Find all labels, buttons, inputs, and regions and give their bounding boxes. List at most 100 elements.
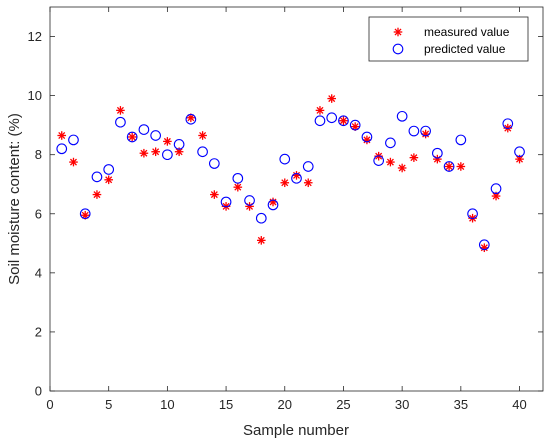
series-measured (57, 94, 524, 253)
measured-point (92, 190, 102, 199)
y-tick-label: 4 (35, 265, 42, 280)
predicted-point (279, 153, 291, 165)
measured-point (57, 131, 67, 140)
predicted-point (56, 143, 68, 155)
x-tick-label: 40 (512, 397, 526, 412)
predicted-point (338, 115, 349, 127)
predicted-point (150, 130, 161, 141)
x-tick-label: 20 (278, 397, 292, 412)
predicted-point (267, 199, 279, 211)
measured-point (116, 106, 125, 115)
x-tick-label: 15 (219, 397, 233, 412)
measured-point (268, 197, 278, 207)
predicted-point (502, 118, 514, 130)
measured-point (292, 171, 301, 180)
y-tick-label: 12 (28, 29, 42, 44)
measured-point (127, 132, 137, 142)
predicted-point (514, 146, 525, 158)
x-axis-title: Sample number (243, 422, 349, 439)
y-tick-label: 10 (28, 88, 42, 103)
axis-tick-labels: 0 5 10 15 20 25 30 35 40 0 2 4 6 8 10 12 (28, 29, 527, 412)
x-tick-label: 30 (395, 397, 409, 412)
predicted-point (396, 110, 408, 122)
y-tick-label: 2 (35, 324, 42, 339)
predicted-point (361, 131, 373, 143)
y-tick-label: 6 (35, 206, 42, 221)
legend-marker-measured (393, 27, 403, 37)
measured-point (456, 162, 466, 171)
predicted-point (162, 149, 173, 161)
predicted-point (467, 208, 478, 220)
predicted-point (349, 119, 361, 131)
predicted-point (478, 239, 490, 251)
y-axis-title: Soil moisture content: (%) (6, 113, 23, 285)
measured-point (362, 135, 372, 145)
predicted-point (244, 195, 255, 206)
series-predicted (56, 110, 525, 251)
measured-point (433, 154, 442, 164)
predicted-point (443, 161, 455, 172)
y-tick-label: 8 (35, 147, 42, 162)
predicted-point (103, 164, 115, 175)
measured-point (386, 157, 395, 167)
measured-point (69, 157, 78, 167)
x-tick-label: 25 (336, 397, 350, 412)
x-tick-label: 5 (105, 397, 112, 412)
measured-point (245, 202, 254, 211)
predicted-point (91, 171, 103, 183)
predicted-point (255, 212, 267, 224)
predicted-point (197, 146, 208, 158)
legend-marker-predicted (392, 43, 404, 55)
measured-point (210, 190, 219, 199)
predicted-point (79, 208, 91, 220)
predicted-point (185, 113, 197, 125)
legend: measured value predicted value (368, 16, 529, 62)
measured-point (280, 178, 290, 188)
predicted-point (232, 172, 244, 184)
measured-point (397, 163, 407, 173)
predicted-point (220, 196, 232, 208)
measured-point (151, 147, 160, 157)
measured-point (198, 131, 207, 140)
predicted-point (373, 155, 385, 166)
predicted-point (115, 116, 126, 128)
measured-point (327, 94, 337, 103)
predicted-point (314, 115, 326, 127)
predicted-point (432, 147, 443, 159)
measured-point (421, 129, 430, 139)
predicted-point (385, 137, 396, 149)
predicted-point (326, 112, 338, 124)
predicted-point (68, 134, 79, 146)
measured-point (233, 182, 243, 192)
legend-asterisk-icon (393, 27, 403, 37)
measured-point (256, 236, 266, 245)
axis-ticks (49, 7, 543, 392)
predicted-point (208, 158, 220, 169)
predicted-point (420, 125, 431, 137)
plot-area (49, 6, 544, 392)
measured-point (139, 148, 149, 158)
predicted-point (455, 134, 467, 146)
predicted-point (291, 172, 302, 184)
legend-label-predicted: predicted value (424, 42, 506, 56)
measured-point (163, 137, 172, 146)
predicted-point (126, 131, 138, 143)
measured-point (339, 116, 348, 126)
x-tick-label: 10 (160, 397, 174, 412)
x-tick-label: 35 (454, 397, 468, 412)
predicted-point (302, 161, 314, 172)
measured-point (444, 162, 454, 171)
predicted-point (490, 183, 502, 195)
measured-point (315, 106, 325, 115)
measured-point (480, 243, 489, 253)
measured-point (104, 175, 113, 185)
legend-circle-icon (392, 43, 404, 55)
x-tick-label: 0 (46, 397, 53, 412)
y-tick-label: 0 (35, 384, 42, 399)
data-series (56, 94, 525, 253)
predicted-point (138, 124, 150, 135)
legend-label-measured: measured value (424, 25, 510, 39)
measured-point (303, 178, 313, 188)
measured-point (409, 153, 419, 162)
